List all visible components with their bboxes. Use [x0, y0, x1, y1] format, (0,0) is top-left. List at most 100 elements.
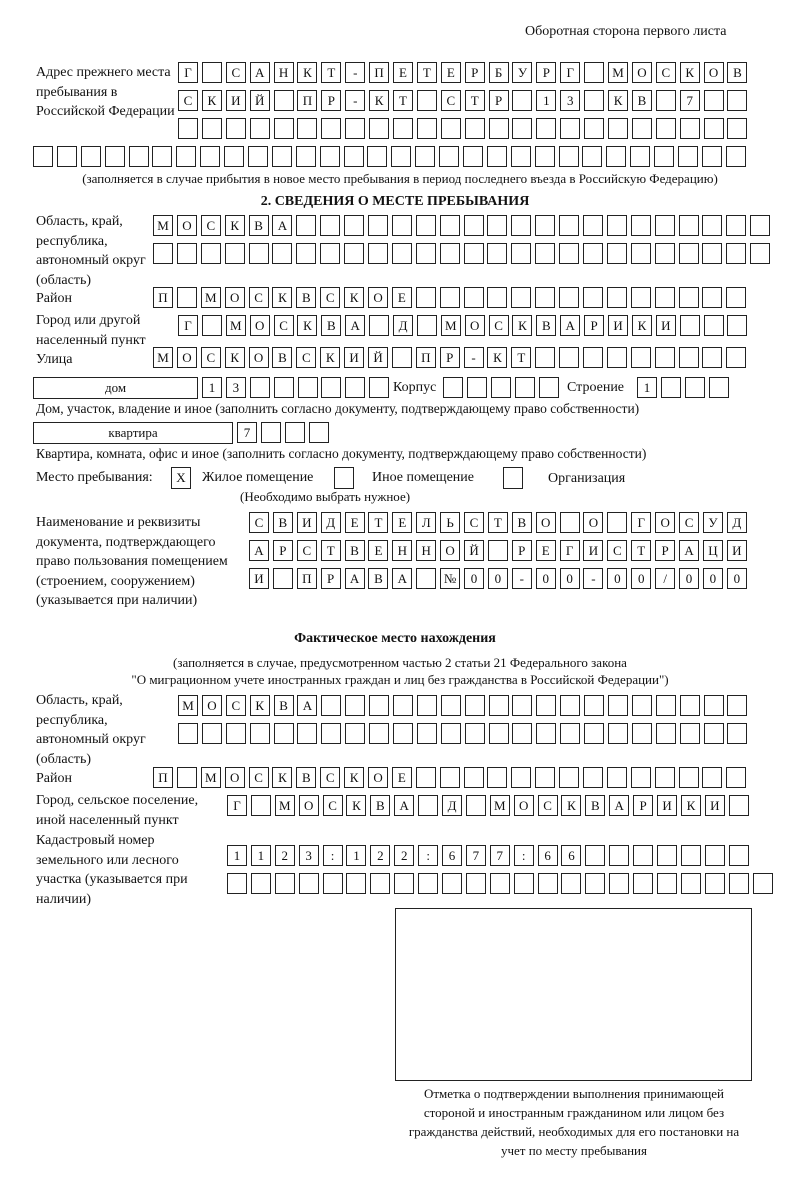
- char-cell[interactable]: [655, 695, 676, 716]
- prev-address-row-4[interactable]: [33, 146, 750, 167]
- char-cell[interactable]: [394, 873, 415, 894]
- char-cell[interactable]: И: [249, 568, 269, 589]
- char-cell[interactable]: В: [368, 568, 389, 589]
- char-cell[interactable]: [678, 215, 699, 236]
- char-cell[interactable]: М: [225, 315, 246, 336]
- char-cell[interactable]: [249, 118, 270, 139]
- char-cell[interactable]: [559, 512, 580, 533]
- char-cell[interactable]: К: [346, 795, 367, 816]
- char-cell[interactable]: [442, 873, 463, 894]
- char-cell[interactable]: А: [297, 695, 318, 716]
- char-cell[interactable]: [178, 723, 198, 744]
- char-cell[interactable]: М: [200, 767, 221, 788]
- char-cell[interactable]: Е: [368, 540, 389, 561]
- char-cell[interactable]: [272, 243, 293, 264]
- char-cell[interactable]: [201, 723, 222, 744]
- char-cell[interactable]: Т: [368, 512, 389, 533]
- char-cell[interactable]: [464, 695, 485, 716]
- char-cell[interactable]: И: [608, 315, 629, 336]
- char-cell[interactable]: К: [272, 287, 293, 308]
- char-cell[interactable]: [201, 315, 222, 336]
- char-cell[interactable]: 0: [702, 568, 723, 589]
- char-cell[interactable]: [728, 845, 749, 866]
- char-cell[interactable]: [630, 243, 651, 264]
- char-cell[interactable]: О: [298, 795, 319, 816]
- char-cell[interactable]: [488, 118, 509, 139]
- char-cell[interactable]: О: [201, 695, 222, 716]
- char-cell[interactable]: [224, 243, 245, 264]
- char-cell[interactable]: [152, 146, 173, 167]
- char-cell[interactable]: -: [511, 568, 532, 589]
- char-cell[interactable]: Е: [344, 512, 365, 533]
- char-cell[interactable]: [704, 873, 725, 894]
- char-cell[interactable]: [680, 845, 701, 866]
- char-cell[interactable]: [440, 118, 461, 139]
- char-cell[interactable]: [584, 118, 605, 139]
- char-cell[interactable]: [560, 695, 581, 716]
- char-cell[interactable]: О: [440, 540, 461, 561]
- char-cell[interactable]: [345, 723, 366, 744]
- char-cell[interactable]: [391, 146, 412, 167]
- char-cell[interactable]: В: [272, 512, 293, 533]
- char-cell[interactable]: [153, 243, 173, 264]
- char-cell[interactable]: М: [200, 287, 221, 308]
- char-cell[interactable]: [633, 873, 654, 894]
- char-cell[interactable]: :: [418, 845, 439, 866]
- char-cell[interactable]: [750, 215, 771, 236]
- char-cell[interactable]: [391, 347, 412, 368]
- char-cell[interactable]: [633, 845, 654, 866]
- char-cell[interactable]: [368, 215, 389, 236]
- char-cell[interactable]: [439, 767, 460, 788]
- char-cell[interactable]: Г: [227, 795, 247, 816]
- char-cell[interactable]: [630, 347, 651, 368]
- char-cell[interactable]: П: [297, 90, 318, 111]
- char-cell[interactable]: Й: [464, 540, 485, 561]
- char-cell[interactable]: [708, 377, 729, 398]
- char-cell[interactable]: [370, 873, 391, 894]
- char-cell[interactable]: [415, 215, 436, 236]
- char-cell[interactable]: [630, 146, 651, 167]
- char-cell[interactable]: [345, 377, 366, 398]
- char-cell[interactable]: [488, 695, 509, 716]
- char-cell[interactable]: 7: [465, 845, 486, 866]
- char-cell[interactable]: 2: [274, 845, 295, 866]
- char-cell[interactable]: В: [511, 512, 532, 533]
- char-cell[interactable]: Т: [464, 90, 485, 111]
- char-cell[interactable]: [606, 767, 627, 788]
- char-cell[interactable]: О: [655, 512, 676, 533]
- char-cell[interactable]: [487, 287, 508, 308]
- char-cell[interactable]: [679, 315, 700, 336]
- char-cell[interactable]: Г: [560, 62, 581, 83]
- char-cell[interactable]: [560, 118, 581, 139]
- char-cell[interactable]: [319, 146, 340, 167]
- char-cell[interactable]: Р: [633, 795, 654, 816]
- char-cell[interactable]: Е: [391, 287, 412, 308]
- char-cell[interactable]: [583, 287, 604, 308]
- char-cell[interactable]: [512, 90, 533, 111]
- char-cell[interactable]: [80, 146, 101, 167]
- char-cell[interactable]: [250, 873, 271, 894]
- char-cell[interactable]: С: [200, 215, 221, 236]
- char-cell[interactable]: [727, 90, 748, 111]
- char-cell[interactable]: [609, 873, 630, 894]
- char-cell[interactable]: /: [655, 568, 676, 589]
- char-cell[interactable]: [201, 62, 222, 83]
- char-cell[interactable]: [463, 146, 484, 167]
- char-cell[interactable]: Т: [416, 62, 437, 83]
- char-cell[interactable]: [298, 873, 319, 894]
- char-cell[interactable]: В: [370, 795, 391, 816]
- char-cell[interactable]: [702, 347, 723, 368]
- char-cell[interactable]: [703, 315, 724, 336]
- char-cell[interactable]: О: [368, 767, 389, 788]
- char-cell[interactable]: И: [296, 512, 317, 533]
- char-cell[interactable]: [296, 243, 317, 264]
- char-cell[interactable]: [630, 767, 651, 788]
- char-cell[interactable]: [416, 118, 437, 139]
- char-cell[interactable]: [703, 695, 724, 716]
- char-cell[interactable]: №: [440, 568, 461, 589]
- char-cell[interactable]: О: [513, 795, 534, 816]
- char-cell[interactable]: [466, 377, 487, 398]
